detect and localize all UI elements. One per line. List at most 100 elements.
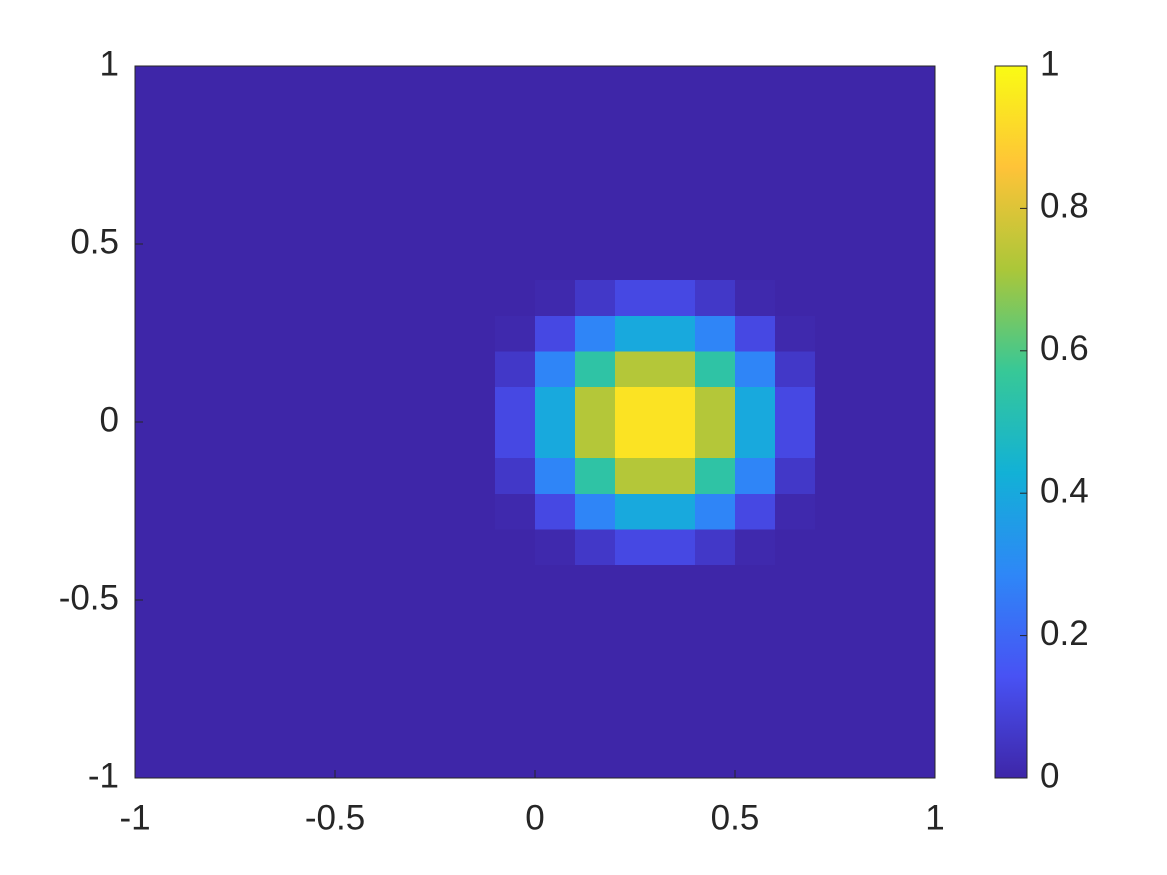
heatmap-cell <box>855 457 896 494</box>
heatmap-cell <box>735 137 776 174</box>
heatmap-cell <box>695 457 736 494</box>
heatmap-cell <box>735 706 776 743</box>
heatmap-cell <box>855 671 896 708</box>
heatmap-cell <box>495 635 536 672</box>
heatmap-cell <box>815 137 856 174</box>
heatmap-cell <box>575 315 616 352</box>
heatmap-cell <box>695 66 736 103</box>
heatmap-cell <box>695 635 736 672</box>
heatmap-cell <box>575 101 616 138</box>
heatmap-cell <box>375 279 416 316</box>
heatmap-cell <box>815 564 856 601</box>
heatmap-cell <box>215 457 256 494</box>
heatmap-cell <box>815 244 856 281</box>
heatmap-cell <box>655 279 696 316</box>
heatmap-cell <box>895 244 936 281</box>
heatmap-cell <box>175 244 216 281</box>
heatmap-cell <box>735 493 776 530</box>
heatmap-cell <box>175 279 216 316</box>
colorbar-tick-label: 1 <box>1040 44 1059 83</box>
heatmap-cell <box>455 386 496 423</box>
heatmap-cell <box>495 279 536 316</box>
heatmap-cell <box>655 386 696 423</box>
x-tick-label: 0 <box>525 798 544 837</box>
heatmap-cell <box>735 244 776 281</box>
heatmap-cell <box>375 66 416 103</box>
heatmap-cell <box>135 208 176 245</box>
heatmap-cell <box>255 671 296 708</box>
heatmap-cell <box>215 279 256 316</box>
heatmap-cell <box>255 706 296 743</box>
heatmap-cell <box>255 244 296 281</box>
heatmap-cell <box>375 422 416 459</box>
heatmap-cell <box>535 279 576 316</box>
heatmap-cell <box>215 101 256 138</box>
heatmap-cell <box>895 315 936 352</box>
heatmap-cell <box>775 208 816 245</box>
heatmap-cell <box>215 422 256 459</box>
heatmap-cell <box>255 386 296 423</box>
heatmap-cell <box>255 422 296 459</box>
heatmap-cell <box>455 493 496 530</box>
x-tick-label: -1 <box>119 798 150 837</box>
heatmap-cell <box>215 137 256 174</box>
heatmap-cell <box>775 137 816 174</box>
heatmap-cell <box>215 172 256 209</box>
heatmap-cell <box>135 172 176 209</box>
heatmap-cell <box>575 244 616 281</box>
heatmap-cell <box>415 564 456 601</box>
heatmap-cell <box>335 244 376 281</box>
heatmap-cell <box>135 279 176 316</box>
colorbar-tick-label: 0 <box>1040 756 1059 795</box>
heatmap-cell <box>815 493 856 530</box>
heatmap-cell <box>575 137 616 174</box>
heatmap-cell <box>215 244 256 281</box>
heatmap-cell <box>135 528 176 565</box>
heatmap-cell <box>575 635 616 672</box>
heatmap-cell <box>375 101 416 138</box>
heatmap-cell <box>215 671 256 708</box>
heatmap-cell <box>375 457 416 494</box>
heatmap-cell <box>495 315 536 352</box>
heatmap-cell <box>215 635 256 672</box>
heatmap-cell <box>695 279 736 316</box>
heatmap-cell <box>375 742 416 779</box>
heatmap-cell <box>855 706 896 743</box>
heatmap-cell <box>615 600 656 637</box>
heatmap-cell <box>255 457 296 494</box>
heatmap-cell <box>295 671 336 708</box>
y-tick-label: 0.5 <box>70 222 119 261</box>
heatmap-cell <box>575 600 616 637</box>
heatmap-cell <box>895 671 936 708</box>
heatmap-cell <box>695 422 736 459</box>
heatmap-cell <box>495 208 536 245</box>
heatmap-cell <box>655 706 696 743</box>
heatmap-cell <box>335 315 376 352</box>
heatmap-cell <box>335 671 376 708</box>
heatmap-cell <box>735 671 776 708</box>
heatmap-cell <box>135 671 176 708</box>
heatmap-cell <box>215 564 256 601</box>
heatmap-cell <box>415 279 456 316</box>
heatmap-cell <box>455 564 496 601</box>
heatmap-cell <box>175 706 216 743</box>
heatmap-cell <box>415 528 456 565</box>
heatmap-cell <box>535 706 576 743</box>
heatmap-cell <box>895 600 936 637</box>
heatmap-cell <box>335 493 376 530</box>
heatmap-cell <box>175 635 216 672</box>
heatmap-cell <box>775 528 816 565</box>
heatmap-cell <box>375 350 416 387</box>
heatmap-cell <box>295 457 336 494</box>
heatmap-cell <box>175 350 216 387</box>
heatmap-cell <box>215 350 256 387</box>
heatmap-cell <box>255 172 296 209</box>
heatmap-cell <box>415 671 456 708</box>
heatmap-cell <box>775 600 816 637</box>
heatmap-cell <box>615 706 656 743</box>
heatmap-cell <box>295 315 336 352</box>
heatmap-cell <box>655 493 696 530</box>
heatmap-cell <box>855 315 896 352</box>
heatmap-cell <box>735 66 776 103</box>
heatmap-cell <box>255 528 296 565</box>
